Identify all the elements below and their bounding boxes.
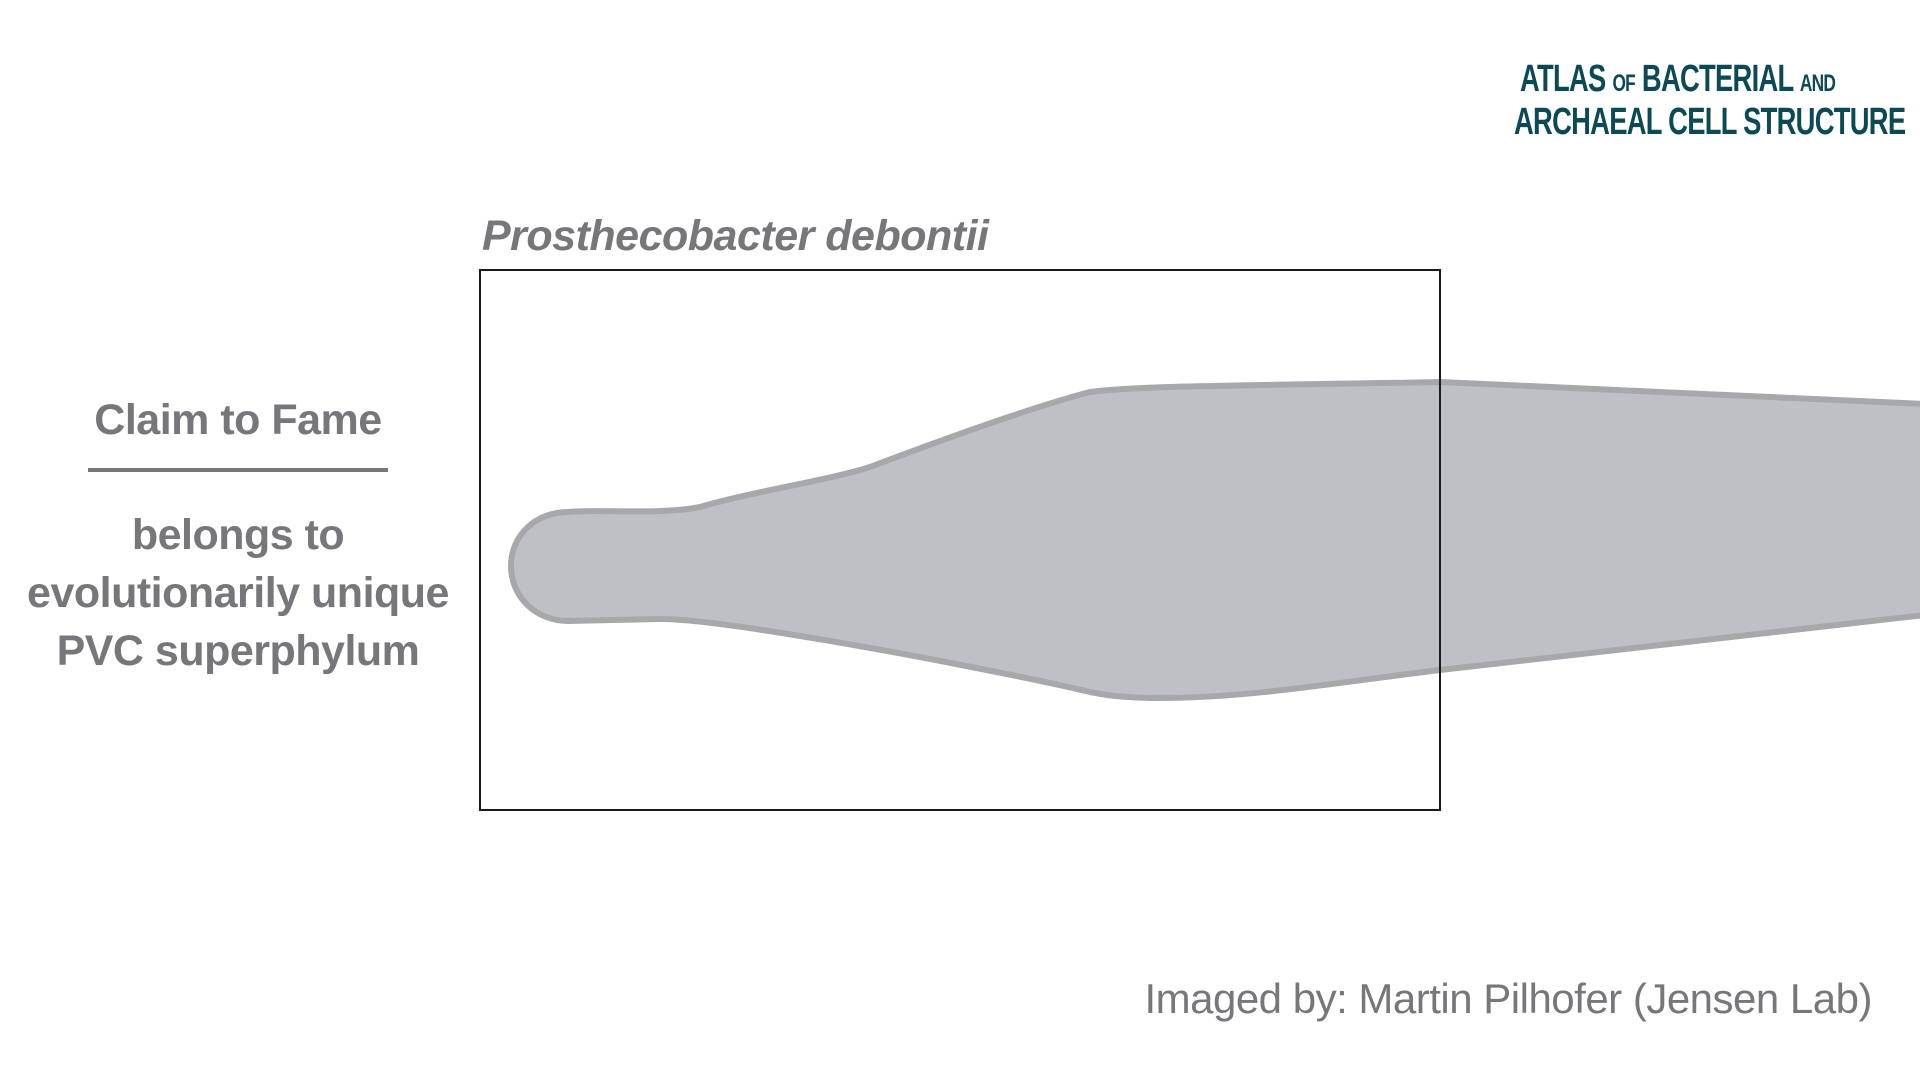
logo-letter: A xyxy=(1520,58,1538,100)
image-credit: Imaged by: Martin Pilhofer (Jensen Lab) xyxy=(1144,975,1872,1022)
logo-word: TRUCTURE xyxy=(1760,101,1906,143)
heading-divider xyxy=(88,468,388,472)
logo-word: ACTERIAL xyxy=(1660,58,1794,100)
claim-to-fame-line: PVC superphylum xyxy=(56,627,420,675)
claim-to-fame-line: evolutionarily unique xyxy=(27,569,449,617)
logo-word: RCHAEAL xyxy=(1533,101,1662,143)
logo-word: OF xyxy=(1612,70,1636,97)
logo-word: TLAS xyxy=(1537,58,1606,100)
species-name: Prosthecobacter debontii xyxy=(482,212,989,260)
logo-line-1: ATLAS OF BACTERIAL AND xyxy=(1520,58,1836,103)
claim-to-fame-heading: Claim to Fame xyxy=(94,396,382,444)
prosthecobacter-cell-shape xyxy=(508,379,1920,701)
imaging-frame xyxy=(479,269,1441,811)
logo-letter: C xyxy=(1668,101,1688,143)
atlas-logo: ATLAS OF BACTERIAL AND ARCHAEAL CELL STR… xyxy=(1514,58,1906,141)
logo-line-2: ARCHAEAL CELL STRUCTURE xyxy=(1514,101,1906,143)
logo-word: ELL xyxy=(1687,101,1737,143)
logo-letter: B xyxy=(1641,58,1662,100)
logo-word: AND xyxy=(1799,70,1836,97)
logo-letter: A xyxy=(1514,101,1534,143)
claim-to-fame-panel: Claim to Fame belongs to evolutionarily … xyxy=(0,390,476,680)
claim-to-fame-line: belongs to xyxy=(131,511,345,559)
logo-letter: S xyxy=(1743,101,1761,143)
